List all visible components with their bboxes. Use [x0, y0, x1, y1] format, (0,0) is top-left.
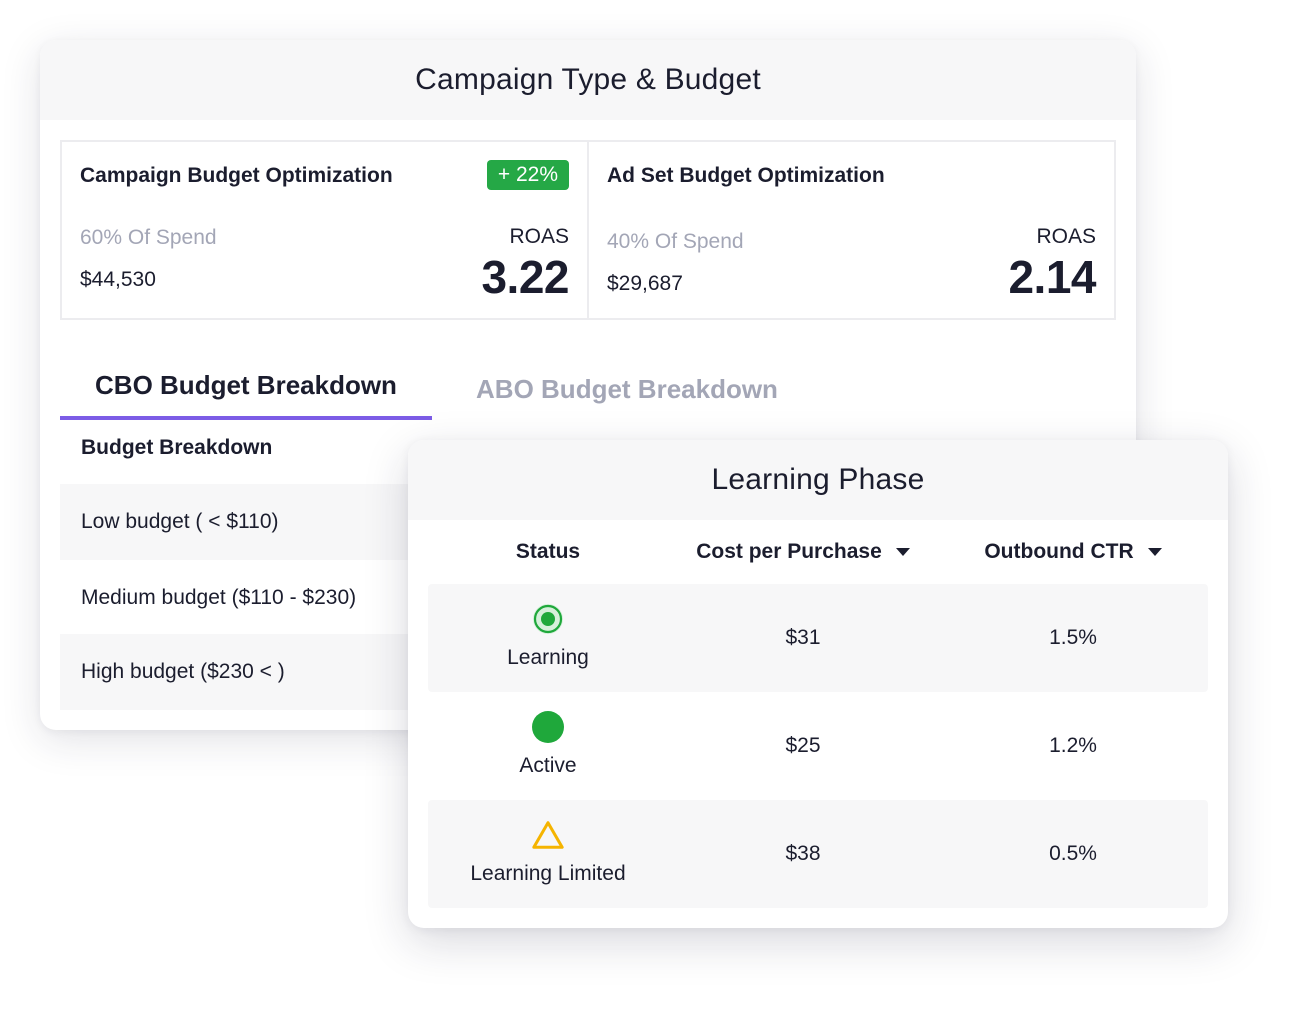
- table-row-learning-limited: Learning Limited $38 0.5%: [428, 800, 1208, 908]
- abo-panel: Ad Set Budget Optimization 40% Of Spend …: [587, 142, 1114, 318]
- cbo-spend-label: 60% Of Spend: [80, 226, 217, 249]
- status-label: Learning: [507, 646, 589, 669]
- abo-title: Ad Set Budget Optimization: [607, 164, 885, 187]
- cbo-amount: $44,530: [80, 268, 156, 291]
- table-row-active: Active $25 1.2%: [428, 692, 1208, 800]
- outbound-ctr-cell: 1.2%: [1049, 734, 1097, 757]
- budget-breakdown-tabs: CBO Budget Breakdown ABO Budget Breakdow…: [60, 358, 960, 420]
- tab-abo-budget-breakdown[interactable]: ABO Budget Breakdown: [476, 373, 778, 404]
- budget-breakdown-heading: Budget Breakdown: [81, 436, 273, 459]
- column-header-outbound-ctr[interactable]: Outbound CTR: [938, 536, 1208, 568]
- cbo-panel: Campaign Budget Optimization + 22% 60% O…: [62, 142, 587, 318]
- optimization-summary: Campaign Budget Optimization + 22% 60% O…: [60, 140, 1116, 320]
- cbo-roas-value: 3.22: [481, 251, 569, 303]
- status-cell: Learning Limited: [428, 800, 668, 908]
- tab-cbo-budget-breakdown[interactable]: CBO Budget Breakdown: [60, 358, 432, 420]
- learning-card-title: Learning Phase: [408, 440, 1228, 520]
- cost-per-purchase-cell: $25: [785, 734, 821, 757]
- abo-spend-label: 40% Of Spend: [607, 230, 744, 253]
- column-ctr-label: Outbound CTR: [984, 540, 1134, 563]
- status-cell: Learning: [428, 584, 668, 692]
- cost-per-purchase-cell: $31: [785, 626, 821, 649]
- cbo-change-badge: + 22%: [486, 160, 569, 190]
- cbo-title: Campaign Budget Optimization: [80, 164, 393, 187]
- campaign-card-title: Campaign Type & Budget: [40, 40, 1136, 120]
- radio-dot-icon: [531, 602, 565, 636]
- learning-phase-card: Learning Phase Status Cost per Purchase …: [408, 440, 1228, 928]
- abo-roas-label: ROAS: [1036, 225, 1096, 248]
- status-label: Learning Limited: [470, 862, 626, 885]
- green-dot-icon: [531, 710, 565, 744]
- abo-amount: $29,687: [607, 272, 683, 295]
- table-row-learning: Learning $31 1.5%: [428, 584, 1208, 692]
- cost-per-purchase-cell: $38: [785, 842, 821, 865]
- sort-caret-down-icon: [1147, 548, 1162, 556]
- column-cpp-label: Cost per Purchase: [696, 540, 882, 563]
- breakdown-row-medium: Medium budget ($110 - $230): [81, 586, 357, 609]
- status-label: Active: [519, 754, 577, 777]
- outbound-ctr-cell: 1.5%: [1049, 626, 1097, 649]
- outbound-ctr-cell: 0.5%: [1049, 842, 1097, 865]
- abo-roas-value: 2.14: [1008, 251, 1096, 303]
- column-status-label: Status: [515, 540, 581, 563]
- status-cell: Active: [428, 692, 668, 800]
- cbo-roas-label: ROAS: [509, 225, 569, 248]
- warning-triangle-icon: [531, 818, 565, 852]
- column-header-cost-per-purchase[interactable]: Cost per Purchase: [668, 536, 938, 568]
- sort-caret-down-icon: [895, 548, 910, 556]
- column-header-status: Status: [428, 536, 668, 568]
